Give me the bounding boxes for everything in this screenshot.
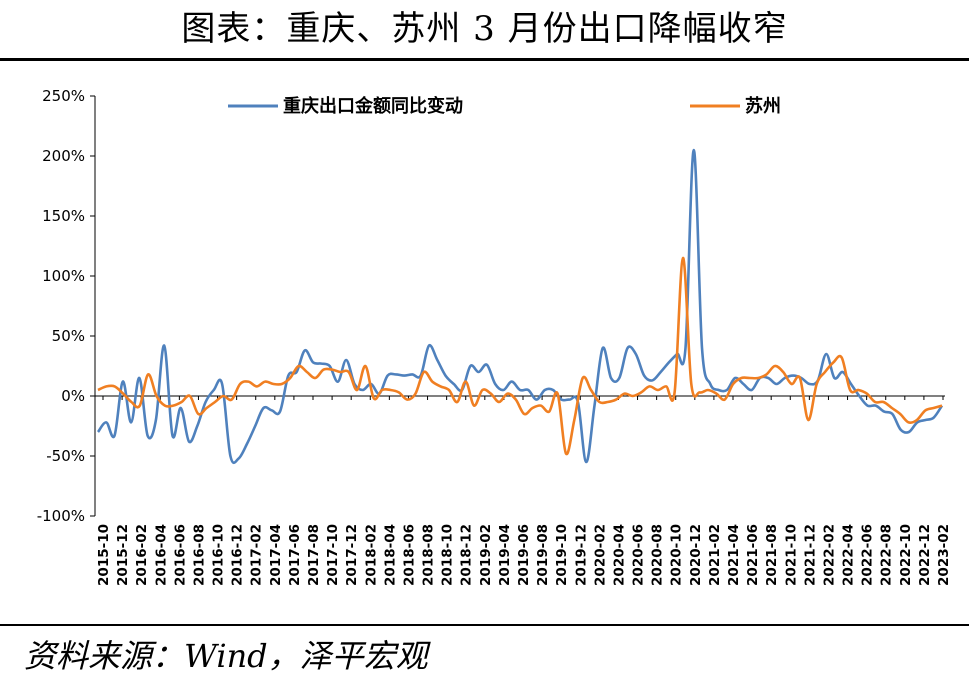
x-tick-label: 2020-04 xyxy=(611,524,627,586)
x-tick-label: 2016-02 xyxy=(134,524,150,586)
x-tick-label: 2017-12 xyxy=(344,524,360,586)
bottom-divider xyxy=(0,624,969,626)
y-tick-label: 0% xyxy=(61,387,85,405)
x-tick-label: 2017-08 xyxy=(306,524,322,586)
y-tick-label: -50% xyxy=(46,447,85,465)
series-line-suzhou xyxy=(97,256,943,456)
series-line-chongqing xyxy=(96,148,944,465)
x-tick-label: 2020-06 xyxy=(631,524,647,586)
x-tick-label: 2019-04 xyxy=(497,524,513,586)
top-divider xyxy=(0,58,969,61)
y-tick-label: 100% xyxy=(42,267,85,285)
series-layer xyxy=(96,148,944,465)
x-tick-label: 2017-02 xyxy=(249,524,265,586)
x-tick-label: 2019-12 xyxy=(573,524,589,586)
x-tick-label: 2020-08 xyxy=(650,524,666,586)
x-tick-label: 2021-10 xyxy=(783,524,799,586)
x-tick-label: 2017-10 xyxy=(325,524,341,586)
x-tick-label: 2018-08 xyxy=(421,524,437,586)
x-tick-label: 2020-10 xyxy=(669,524,685,586)
legend-label: 苏州 xyxy=(745,95,781,117)
x-tick-label: 2016-12 xyxy=(230,524,246,586)
legend: 重庆出口金额同比变动 苏州 xyxy=(228,95,781,117)
x-tick-label: 2022-04 xyxy=(841,524,857,586)
y-tick-label: 200% xyxy=(42,147,85,165)
x-tick-label: 2021-04 xyxy=(726,524,742,586)
x-tick-label: 2019-08 xyxy=(535,524,551,586)
x-tick-label: 2019-02 xyxy=(478,524,494,586)
x-tick-label: 2020-02 xyxy=(592,524,608,586)
x-tick-label: 2018-04 xyxy=(382,524,398,586)
x-tick-label: 2022-10 xyxy=(898,524,914,586)
x-tick-label: 2017-04 xyxy=(268,524,284,586)
x-tick-label: 2021-02 xyxy=(707,524,723,586)
y-tick-label: 250% xyxy=(42,87,85,105)
x-tick-label: 2020-12 xyxy=(688,524,704,586)
x-tick-label: 2021-08 xyxy=(764,524,780,586)
x-tick-label: 2022-08 xyxy=(879,524,895,586)
x-tick-label: 2021-06 xyxy=(745,524,761,586)
x-tick-label: 2018-10 xyxy=(440,524,456,586)
legend-label: 重庆出口金额同比变动 xyxy=(283,95,463,117)
line-chart: 250%200%150%100%50%0%-50%-100% 2015-10 20… xyxy=(37,87,952,586)
x-tick-label: 2016-08 xyxy=(191,524,207,586)
x-tick-label: 2016-04 xyxy=(153,524,169,586)
x-tick-label: 2016-10 xyxy=(211,524,227,586)
x-tick-label: 2022-06 xyxy=(860,524,876,586)
x-tick-label: 2019-06 xyxy=(516,524,532,586)
x-tick-label: 2021-12 xyxy=(802,524,818,586)
x-tick-label: 2022-12 xyxy=(917,524,933,586)
source-note: 资料来源：Wind，泽平宏观 xyxy=(24,637,428,675)
x-tick-label: 2019-10 xyxy=(554,524,570,586)
x-tick-label: 2022-02 xyxy=(821,524,837,586)
x-tick-label: 2018-12 xyxy=(459,524,475,586)
y-axis: 250% 200% 150% 100% 50% 0% -50% -100% xyxy=(37,87,96,525)
y-tick-label: 150% xyxy=(42,207,85,225)
x-tick-label: 2015-10 xyxy=(96,524,112,586)
y-tick-label: 50% xyxy=(52,327,85,345)
y-tick-label: -100% xyxy=(37,507,85,525)
x-tick-label: 2017-06 xyxy=(287,524,303,586)
x-axis: 2015-10 2015-12 2016-02 2016-04 2016-06 2016-… xyxy=(95,395,952,586)
x-tick-label: 2015-12 xyxy=(115,524,131,586)
x-tick-label: 2016-06 xyxy=(172,524,188,586)
page-title: 图表：重庆、苏州 3 月份出口降幅收窄 xyxy=(181,9,788,49)
x-tick-label: 2018-02 xyxy=(363,524,379,586)
x-tick-label: 2023-02 xyxy=(936,524,952,586)
x-tick-label: 2018-06 xyxy=(401,524,417,586)
